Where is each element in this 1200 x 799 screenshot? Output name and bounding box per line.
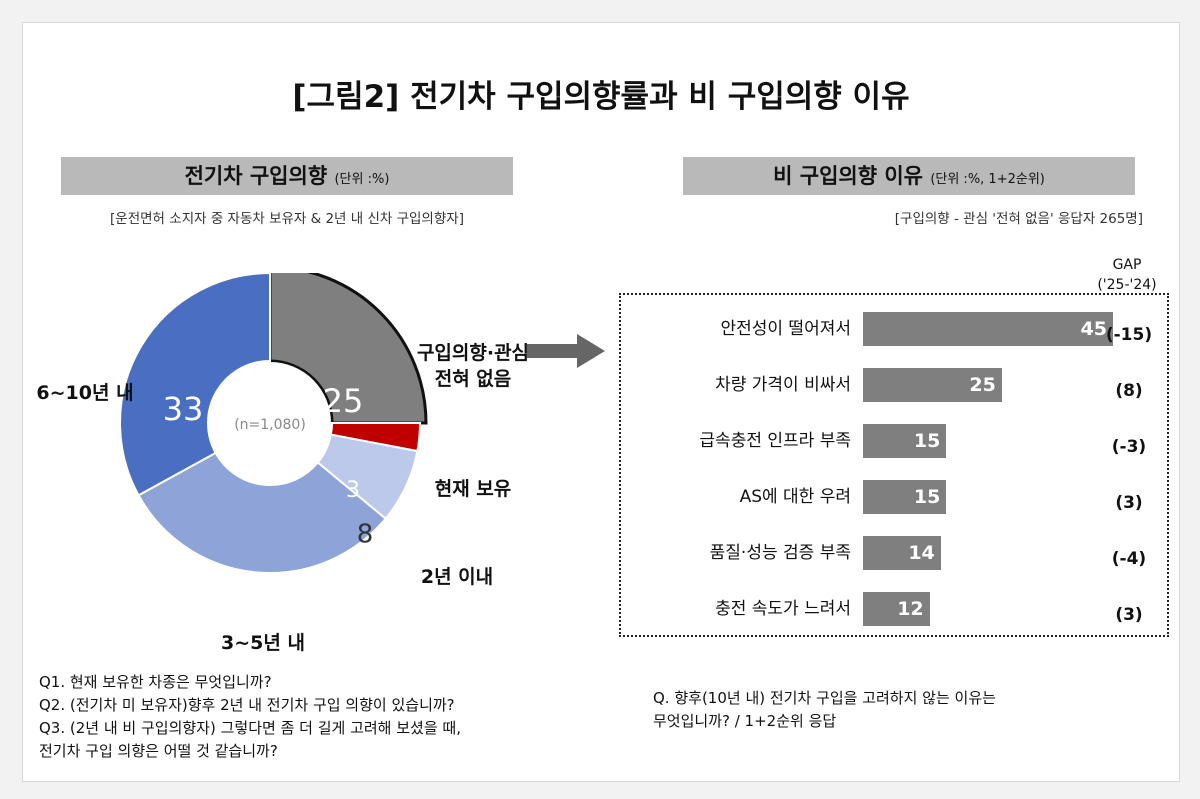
right-header-unit: (단위 :%, 1+2순위) (930, 172, 1045, 187)
sample-size-label: (n=1,080) (234, 417, 306, 433)
donut-slice (119, 273, 271, 497)
gap-header: GAP ('25-'24) (1097, 255, 1157, 295)
question-line: 무엇입니까? / 1+2순위 응답 (653, 712, 837, 730)
bar-chart: 안전성이 떨어져서 45 (-15) 차량 가격이 비싸서 25 (8) 급속충전 인프라 … (619, 293, 1165, 633)
right-subtitle: [구입의향 - 관심 '전혀 없음' 응답자 265명] (894, 211, 1143, 227)
gap-value-label: (-15) (1105, 325, 1153, 345)
bar (863, 424, 947, 458)
donut-value-label: 8 (357, 520, 374, 550)
reasons-box (619, 293, 1169, 637)
gap-value-label: (3) (1115, 605, 1143, 625)
bar (863, 312, 1113, 346)
bar-value-label: 15 (913, 430, 941, 452)
donut-slice (137, 451, 387, 574)
bar-value-label: 15 (913, 486, 941, 508)
question-line: Q. 향후(10년 내) 전기차 구입을 고려하지 않는 이유는 (653, 689, 996, 707)
left-header-label: 전기차 구입의향 (184, 164, 328, 188)
arrow-right-icon (527, 334, 605, 368)
gap-value-label: (-4) (1111, 549, 1147, 569)
donut-category-label: 현재 보유 (435, 478, 512, 500)
donut-value-label: 31 (253, 570, 294, 608)
bar-value-label: 14 (908, 542, 935, 564)
bar-category-label: 급속충전 인프라 부족 (699, 431, 851, 451)
bar-category-label: 품질·성능 검증 부족 (709, 543, 851, 563)
donut-value-label: 25 (323, 382, 364, 420)
gap-value-label: (-3) (1111, 437, 1147, 457)
donut-category-label: 구입의향·관심 전혀 없음 (417, 342, 529, 390)
bar-value-label: 12 (897, 598, 924, 620)
bar (863, 536, 941, 570)
figure-title: [그림2] 전기차 구입의향률과 비 구입의향 이유 (292, 79, 910, 115)
left-panel-header: 전기차 구입의향 (단위 :%) (61, 157, 513, 195)
infographic-card: [그림2] 전기차 구입의향률과 비 구입의향 이유 전기차 구입의향 (단위 … (22, 22, 1180, 782)
donut-hole (209, 362, 331, 484)
bar (863, 368, 1002, 402)
donut-slices (119, 273, 428, 574)
question-line: Q1. 현재 보유한 차종은 무엇입니까? (39, 673, 272, 691)
donut-category-label: 6~10년 내 (36, 382, 133, 404)
bar-category-label: AS에 대한 우려 (739, 487, 851, 507)
donut-value-labels: 25 3 8 31 33 (163, 382, 374, 608)
donut-slice (268, 273, 428, 425)
question-line: 전기차 구입 의향은 어떨 것 같습니까? (39, 742, 278, 760)
bar (863, 480, 947, 514)
bar-category-label: 차량 가격이 비싸서 (715, 375, 851, 395)
bar-category-label: 충전 속도가 느려서 (715, 599, 851, 619)
left-subtitle: [운전면허 소지자 중 자동차 보유자 & 2년 내 신차 구입의향자] (110, 211, 464, 227)
right-panel-header: 비 구입의향 이유 (단위 :%, 1+2순위) (683, 157, 1135, 195)
right-header-label: 비 구입의향 이유 (773, 164, 923, 188)
bar-value-label: 25 (969, 374, 996, 396)
bar (863, 592, 930, 626)
left-header-unit: (단위 :%) (334, 172, 390, 187)
gap-subtitle: ('25-'24) (1097, 277, 1157, 293)
bar-value-label: 45 (1080, 318, 1107, 340)
question-line: Q3. (2년 내 비 구입의향자) 그렇다면 좀 더 길게 고려해 보셨을 때… (39, 719, 461, 737)
bar-category-label: 안전성이 떨어져서 (720, 319, 851, 339)
gap-value-label: (8) (1115, 381, 1143, 401)
donut-value-label: 33 (163, 390, 204, 428)
gap-value-label: (3) (1115, 493, 1143, 513)
question-line: Q2. (전기차 미 보유자)향후 2년 내 전기차 구입 의향이 있습니까? (39, 696, 455, 714)
donut-value-label: 3 (346, 478, 360, 503)
left-questions: Q1. 현재 보유한 차종은 무엇입니까? Q2. (전기차 미 보유자)향후 … (39, 671, 579, 763)
donut-category-label: 3~5년 내 (221, 632, 305, 653)
gap-title: GAP (1112, 257, 1142, 273)
donut-category-label: 2년 이내 (421, 566, 493, 588)
right-question: Q. 향후(10년 내) 전기차 구입을 고려하지 않는 이유는 무엇입니까? … (653, 687, 1173, 733)
